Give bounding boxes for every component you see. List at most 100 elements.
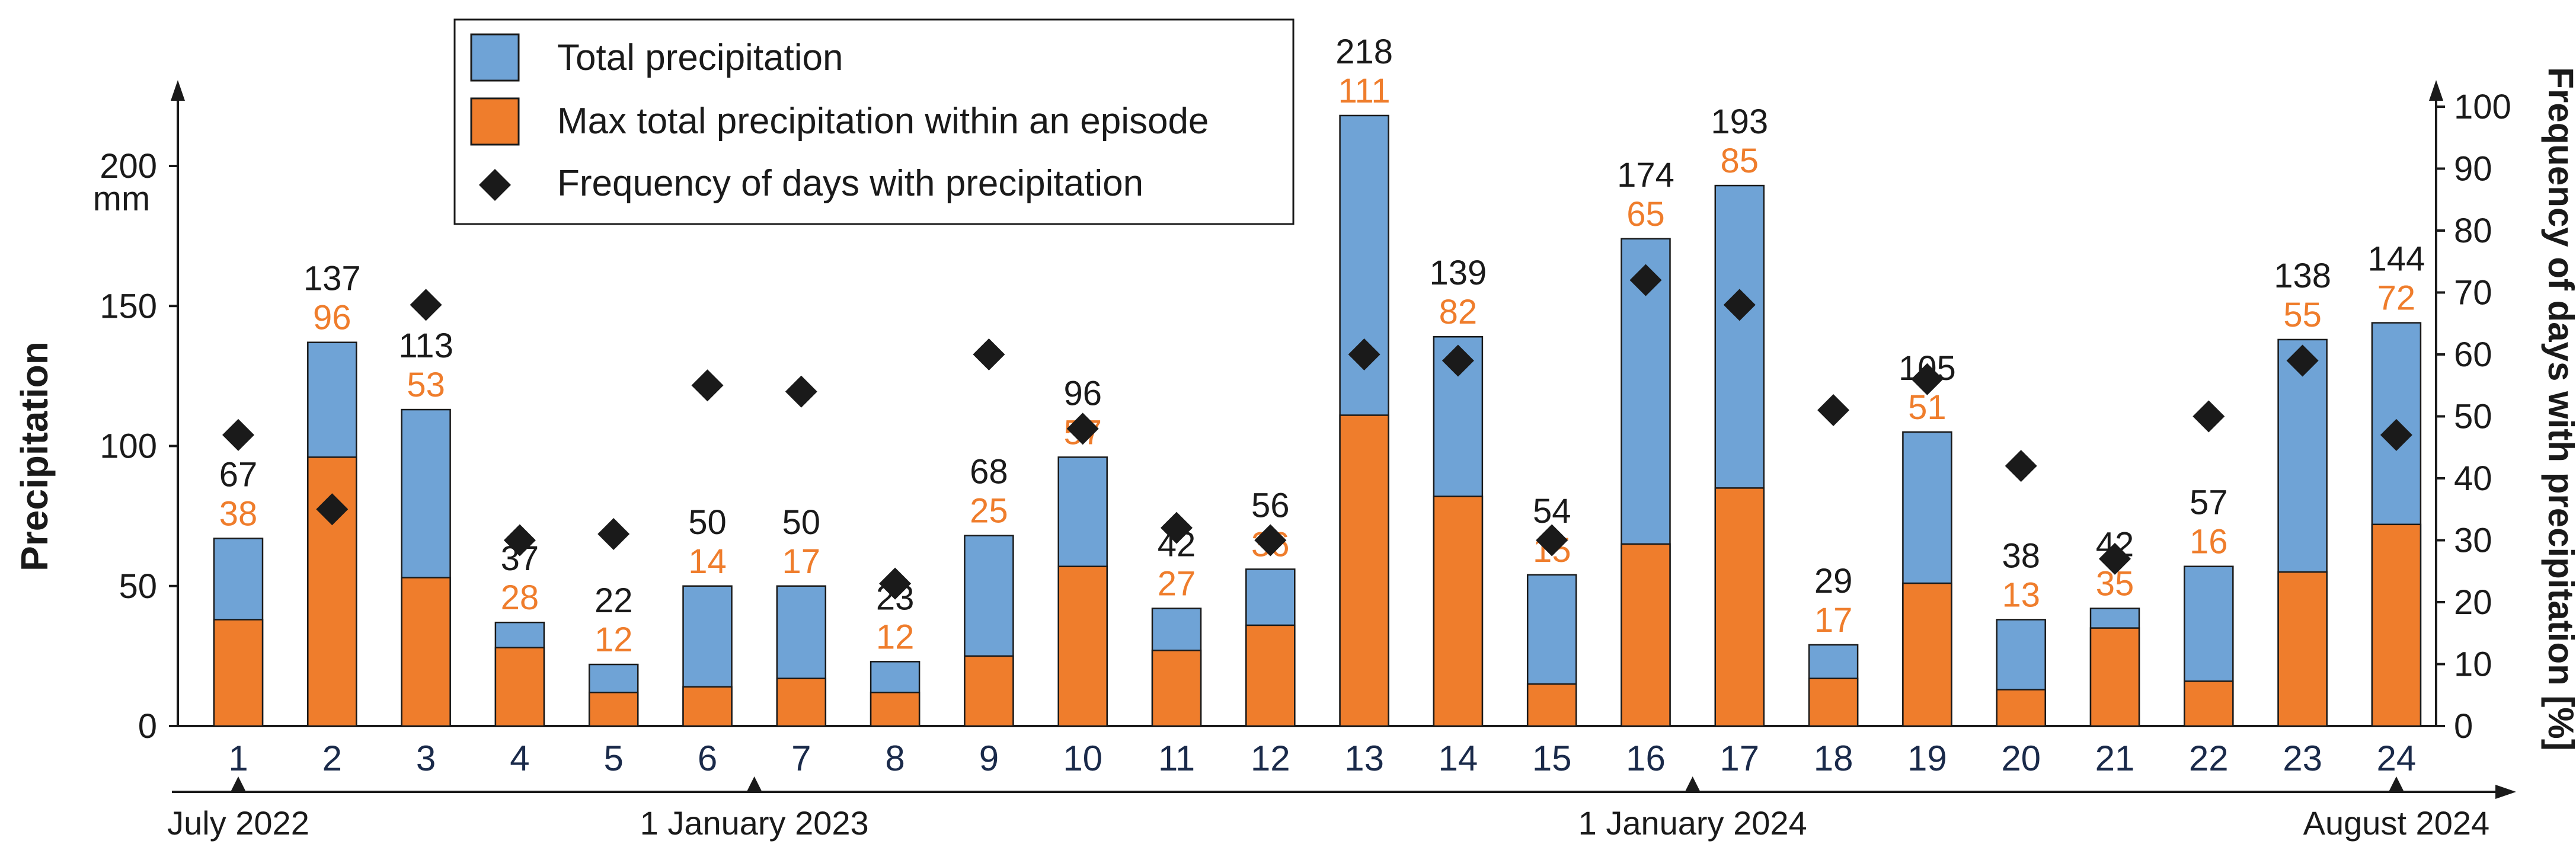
x-tick-label: 20: [2001, 738, 2041, 778]
bar-labels: 6738137961135337282212501450172312682596…: [219, 33, 2425, 659]
bar-max: [870, 692, 921, 727]
frequency-marker: [316, 493, 349, 526]
frequency-marker: [2380, 418, 2412, 451]
x-tick-label: 12: [1251, 738, 1290, 778]
x-tick-label: 9: [979, 738, 999, 778]
data-label-total: 38: [2002, 536, 2040, 575]
data-label-max: 28: [501, 578, 539, 617]
frequency-marker: [1911, 363, 1944, 395]
y-tick-label: 50: [119, 567, 157, 606]
data-label-max: 65: [1626, 195, 1665, 234]
bar-max: [1902, 582, 1952, 727]
frequency-marker: [410, 289, 442, 321]
y2-tick-label: 80: [2454, 212, 2492, 250]
y2-tick-label: 20: [2454, 583, 2492, 622]
frequency-marker: [879, 567, 912, 600]
data-label-total: 144: [2368, 240, 2425, 279]
frequency-markers: [222, 264, 2412, 600]
frequency-marker: [785, 375, 817, 408]
frequency-marker: [1629, 264, 1662, 296]
frequency-marker: [1348, 338, 1380, 370]
data-label-total: 68: [970, 453, 1008, 491]
right-axis: 0 10 20 30 40 50 60 70 80 90 100 Frequency of days…: [2429, 67, 2576, 751]
legend: Total precipitation Max total precipitat…: [453, 18, 1295, 225]
frequency-marker: [1442, 344, 1474, 377]
y-axis-title: Precipitation: [13, 341, 56, 571]
timeline-marker: [2388, 776, 2404, 792]
frequency-marker: [2286, 344, 2319, 377]
bar-max: [964, 655, 1014, 727]
data-label-total: 138: [2274, 257, 2331, 295]
x-tick-label: 21: [2095, 738, 2135, 778]
y-tick-label: 200: [100, 147, 157, 186]
bar-max: [682, 686, 733, 727]
data-label-total: 193: [1711, 103, 1768, 141]
frequency-marker: [2005, 450, 2037, 482]
x-tick-labels: 1 2 3 4 5 6 7 8 9 10 11 12 13 14 15 16 17 18 19 20 21 22 23 24: [228, 738, 2416, 778]
y2-tick-label: 70: [2454, 274, 2492, 312]
legend-marker-frequency: [479, 169, 511, 201]
data-label-max: 111: [1338, 72, 1391, 110]
x-tick-label: 2: [322, 738, 342, 778]
bar-max: [2277, 571, 2328, 727]
data-label-total: 54: [1533, 492, 1571, 530]
bar-max: [1339, 414, 1389, 727]
data-label-total: 96: [1063, 374, 1102, 413]
x-tick-label: 22: [2189, 738, 2229, 778]
x-tick-label: 4: [510, 738, 529, 778]
frequency-marker: [1817, 394, 1850, 427]
y2-tick-label: 60: [2454, 335, 2492, 374]
frequency-marker: [222, 418, 254, 451]
bar-max: [1245, 624, 1296, 727]
data-label-total: 57: [2190, 484, 2228, 522]
data-label-max: 25: [970, 492, 1008, 530]
frequency-marker: [1723, 289, 1756, 321]
frequency-marker: [1066, 413, 1099, 445]
x-tick-label: 10: [1063, 738, 1102, 778]
y-axis-unit: mm: [93, 180, 151, 218]
frequency-marker: [973, 338, 1005, 370]
data-label-max: 13: [2002, 576, 2040, 614]
timeline-label: 1 January 2024: [1578, 804, 1807, 842]
data-label-total: 218: [1335, 33, 1393, 71]
bar-max: [1526, 683, 1577, 727]
timeline: July 2022 1 January 2023 1 January 2024 Aug…: [167, 776, 2516, 842]
timeline-label: 1 January 2023: [640, 804, 869, 842]
data-label-max: 82: [1439, 293, 1478, 331]
legend-label-frequency: Frequency of days with precipitation: [557, 163, 1143, 204]
x-tick-label: 23: [2283, 738, 2322, 778]
y2-tick-label: 30: [2454, 522, 2492, 560]
data-label-max: 72: [2377, 279, 2416, 318]
bar-max: [1621, 543, 1671, 727]
timeline-marker: [746, 776, 762, 792]
frequency-marker: [1254, 524, 1287, 557]
y2-tick-label: 90: [2454, 150, 2492, 188]
frequency-marker: [1536, 524, 1568, 557]
timeline-marker: [1685, 776, 1701, 792]
data-label-max: 16: [2190, 523, 2228, 561]
x-tick-label: 14: [1439, 738, 1478, 778]
bar-max: [1151, 650, 1202, 727]
x-tick-label: 11: [1158, 738, 1195, 778]
legend-label-total: Total precipitation: [557, 37, 843, 78]
bars: [213, 114, 2422, 727]
y2-tick-label: 100: [2454, 88, 2511, 126]
bar-max: [2184, 680, 2234, 727]
data-label-max: 17: [782, 542, 821, 581]
x-tick-label: 17: [1720, 738, 1759, 778]
data-label-max: 38: [219, 494, 258, 533]
x-tick-label: 16: [1626, 738, 1666, 778]
bar-max: [401, 577, 451, 727]
y2-tick-label: 40: [2454, 459, 2492, 498]
data-label-max: 27: [1158, 565, 1196, 603]
legend-label-max: Max total precipitation within an episod…: [557, 101, 1209, 142]
x-tick-label: 18: [1814, 738, 1853, 778]
bar-max: [1714, 487, 1765, 727]
bar-max: [588, 692, 639, 727]
x-tick-label: 24: [2377, 738, 2417, 778]
legend-swatch-total: [470, 33, 520, 82]
data-label-max: 55: [2283, 296, 2322, 334]
data-label-max: 85: [1721, 142, 1759, 180]
data-label-max: 12: [876, 618, 915, 656]
